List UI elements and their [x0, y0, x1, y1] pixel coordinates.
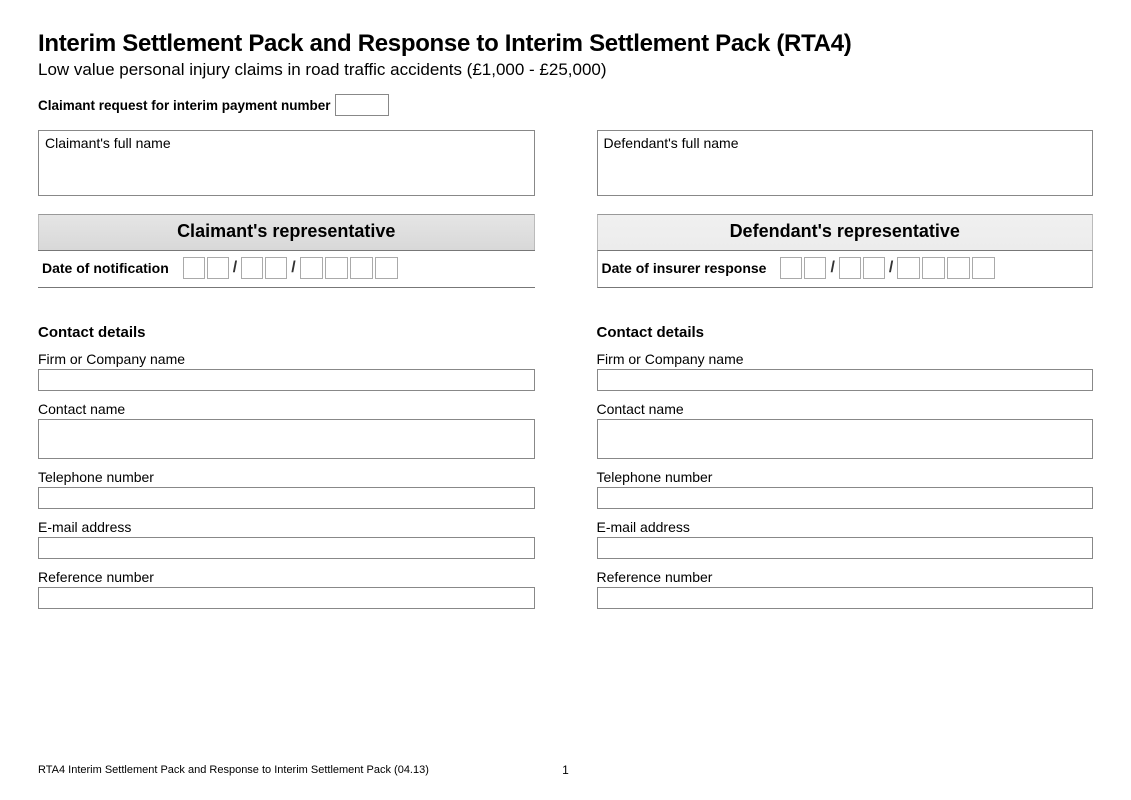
defendant-date-boxes: / / [780, 257, 995, 279]
defendant-date-m1[interactable] [839, 257, 861, 279]
defendant-date-y3[interactable] [947, 257, 970, 279]
defendant-ref-label: Reference number [597, 569, 1094, 585]
defendant-tel-label: Telephone number [597, 469, 1094, 485]
claimant-date-y1[interactable] [300, 257, 323, 279]
defendant-tel-input[interactable] [597, 487, 1094, 509]
claimant-date-m2[interactable] [265, 257, 287, 279]
defendant-ref-input[interactable] [597, 587, 1094, 609]
claimant-tel-label: Telephone number [38, 469, 535, 485]
footer-text: RTA4 Interim Settlement Pack and Respons… [38, 764, 429, 776]
page-subtitle: Low value personal injury claims in road… [38, 60, 1093, 80]
claimant-date-row: Date of notification / / [38, 250, 535, 288]
claimant-email-label: E-mail address [38, 519, 535, 535]
claimant-date-boxes: / / [183, 257, 398, 279]
claimant-contact-title: Contact details [38, 324, 535, 341]
claimant-name-box[interactable]: Claimant's full name [38, 130, 535, 196]
claimant-date-y4[interactable] [375, 257, 398, 279]
claimant-date-y2[interactable] [325, 257, 348, 279]
claimant-date-d1[interactable] [183, 257, 205, 279]
defendant-email-label: E-mail address [597, 519, 1094, 535]
defendant-name-box[interactable]: Defendant's full name [597, 130, 1094, 196]
page-number: 1 [562, 763, 569, 777]
defendant-date-row: Date of insurer response / / [597, 250, 1094, 288]
claimant-tel-input[interactable] [38, 487, 535, 509]
claimant-email-input[interactable] [38, 537, 535, 559]
claimant-rep-header: Claimant's representative [38, 214, 535, 250]
defendant-date-y1[interactable] [897, 257, 920, 279]
defendant-contact-label: Contact name [597, 401, 1094, 417]
claimant-ref-label: Reference number [38, 569, 535, 585]
defendant-date-d2[interactable] [804, 257, 826, 279]
claimant-date-m1[interactable] [241, 257, 263, 279]
date-sep-icon: / [828, 259, 836, 277]
defendant-date-y4[interactable] [972, 257, 995, 279]
claimant-firm-label: Firm or Company name [38, 351, 535, 367]
defendant-firm-input[interactable] [597, 369, 1094, 391]
defendant-firm-label: Firm or Company name [597, 351, 1094, 367]
date-sep-icon: / [231, 259, 239, 277]
claimant-firm-input[interactable] [38, 369, 535, 391]
claimant-contact-input[interactable] [38, 419, 535, 459]
claimant-name-label: Claimant's full name [45, 135, 528, 151]
claimant-date-d2[interactable] [207, 257, 229, 279]
page-title: Interim Settlement Pack and Response to … [38, 30, 1093, 58]
request-row: Claimant request for interim payment num… [38, 94, 1093, 116]
date-sep-icon: / [289, 259, 297, 277]
claimant-column: Claimant's full name Claimant's represen… [38, 130, 535, 609]
defendant-email-input[interactable] [597, 537, 1094, 559]
defendant-date-m2[interactable] [863, 257, 885, 279]
defendant-column: Defendant's full name Defendant's repres… [597, 130, 1094, 609]
date-sep-icon: / [887, 259, 895, 277]
defendant-date-d1[interactable] [780, 257, 802, 279]
request-label: Claimant request for interim payment num… [38, 98, 331, 113]
defendant-rep-header: Defendant's representative [597, 214, 1094, 250]
claimant-date-label: Date of notification [42, 260, 169, 276]
defendant-name-label: Defendant's full name [604, 135, 1087, 151]
defendant-contact-input[interactable] [597, 419, 1094, 459]
claimant-ref-input[interactable] [38, 587, 535, 609]
defendant-contact-title: Contact details [597, 324, 1094, 341]
defendant-date-label: Date of insurer response [602, 260, 767, 276]
claimant-contact-label: Contact name [38, 401, 535, 417]
request-number-input[interactable] [335, 94, 389, 116]
claimant-date-y3[interactable] [350, 257, 373, 279]
page-footer: RTA4 Interim Settlement Pack and Respons… [38, 764, 1093, 776]
defendant-date-y2[interactable] [922, 257, 945, 279]
